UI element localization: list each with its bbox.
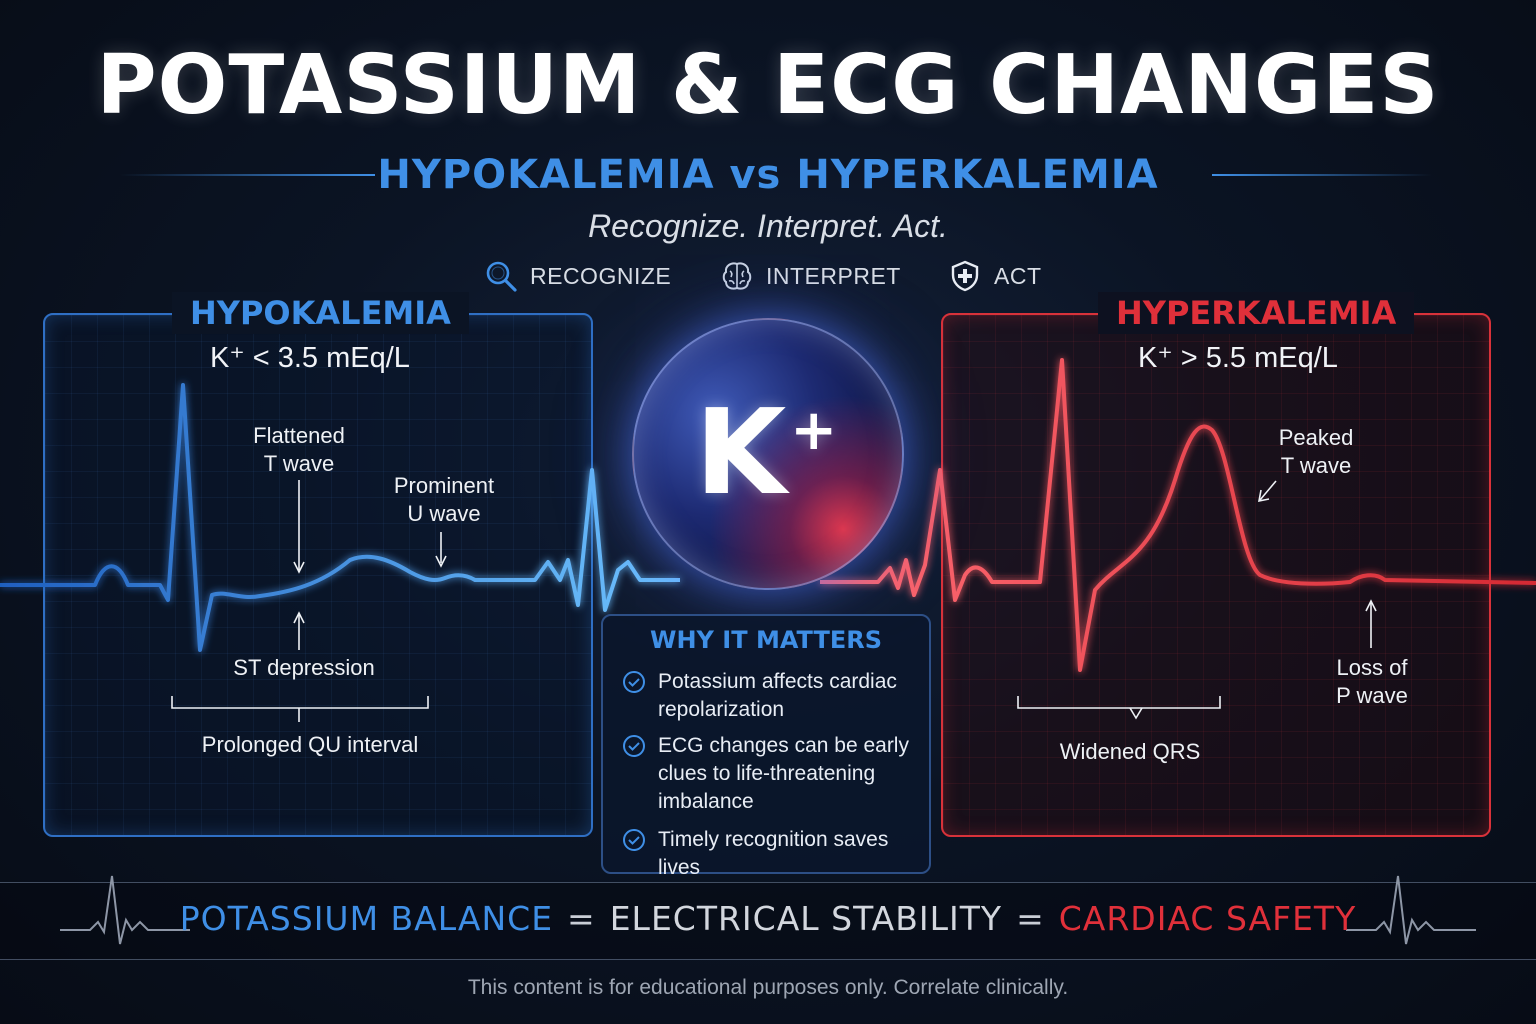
annotation-prolonged-qu: Prolonged QU interval	[201, 732, 419, 757]
why-it-matters-title: WHY IT MATTERS	[650, 626, 882, 654]
hypokalemia-label: HYPOKALEMIA	[172, 292, 469, 334]
balance-statement: POTASSIUM BALANCE = ELECTRICAL STABILITY = C…	[0, 899, 1536, 938]
check-circle-icon	[623, 735, 645, 757]
potassium-orb	[632, 318, 904, 590]
why-item: Timely recognition saves lives	[622, 826, 922, 882]
magnifier-icon	[486, 261, 517, 292]
tagline: Recognize. Interpret. Act.	[588, 208, 948, 244]
annotation-prominent-u-wave: Prominent U wave	[393, 473, 495, 526]
step-label: INTERPRET	[766, 262, 901, 289]
hyperkalemia-ecg-trace	[820, 358, 1536, 672]
step-act: ACT	[948, 256, 1042, 296]
balance-eq2: =	[1016, 899, 1045, 938]
subtitle-rule-left	[120, 174, 375, 176]
step-recognize: RECOGNIZE	[484, 256, 671, 296]
page-title: POTASSIUM & ECG CHANGES	[96, 38, 1440, 133]
subtitle-hyper: HYPERKALEMIA	[796, 152, 1159, 198]
disclaimer: This content is for educational purposes…	[467, 976, 1069, 999]
annotation-loss-of-p-wave: Loss of P wave	[1336, 655, 1408, 708]
hyperkalemia-panel	[941, 313, 1491, 837]
brain-icon	[722, 262, 752, 290]
why-it-matters-box	[601, 614, 931, 874]
why-item: ECG changes can be early clues to life-t…	[622, 732, 922, 816]
step-label: ACT	[994, 262, 1042, 289]
why-item-text: Timely recognition saves lives	[658, 828, 889, 879]
subtitle-hypo: HYPOKALEMIA	[377, 152, 715, 198]
subtitle-vs: vs	[729, 152, 782, 198]
potassium-symbol: K +	[694, 383, 838, 521]
annotation-st-depression: ST depression	[233, 655, 375, 680]
check-circle-icon	[623, 829, 645, 851]
balance-part1: POTASSIUM BALANCE	[179, 899, 554, 938]
hyperkalemia-label: HYPERKALEMIA	[1098, 292, 1415, 334]
balance-part2: ELECTRICAL STABILITY	[609, 899, 1003, 938]
bottom-band	[0, 882, 1536, 960]
balance-eq1: =	[567, 899, 596, 938]
check-circle-icon	[623, 671, 645, 693]
why-item-text: ECG changes can be early clues to life-t…	[658, 734, 909, 813]
ecg-decoration-right-icon	[1346, 875, 1476, 945]
hypokalemia-level: K⁺ < 3.5 mEq/L	[210, 342, 410, 374]
why-item: Potassium affects cardiac repolarization	[622, 668, 922, 724]
subtitle-row: HYPOKALEMIA vs HYPERKALEMIA	[0, 152, 1536, 202]
shield-cross-icon	[951, 260, 979, 292]
step-interpret: INTERPRET	[720, 256, 901, 296]
hypokalemia-ecg-trace	[0, 383, 680, 652]
balance-part3: CARDIAC SAFETY	[1058, 899, 1357, 938]
hyperkalemia-arrows	[1017, 480, 1377, 720]
subtitle-rule-right	[1212, 174, 1432, 176]
why-item-text: Potassium affects cardiac repolarization	[658, 670, 897, 721]
hyperkalemia-level: K⁺ > 5.5 mEq/L	[1138, 342, 1338, 374]
step-label: RECOGNIZE	[530, 262, 672, 289]
annotation-flattened-t-wave: Flattened T wave	[253, 423, 345, 476]
annotation-peaked-t-wave: Peaked T wave	[1278, 425, 1354, 478]
ecg-decoration-left-icon	[60, 875, 190, 945]
annotation-widened-qrs: Widened QRS	[1059, 739, 1201, 764]
subtitle: HYPOKALEMIA vs HYPERKALEMIA	[0, 152, 1536, 198]
hypokalemia-arrows	[171, 480, 447, 722]
